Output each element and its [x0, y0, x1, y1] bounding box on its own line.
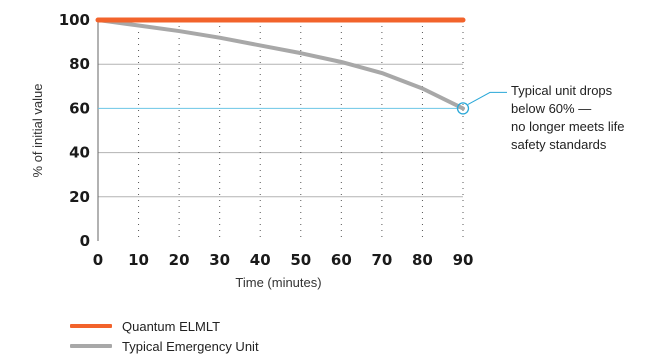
x-tick-30: 30: [209, 251, 230, 269]
annotation-marker: [456, 102, 470, 115]
x-tick-60: 60: [331, 251, 352, 269]
legend-swatch-quantum: [70, 324, 112, 328]
annotation-line-3: safety standards: [511, 137, 607, 152]
annotation-line-0: Typical unit drops: [511, 83, 613, 98]
x-tick-10: 10: [128, 251, 149, 269]
annotation-group: Typical unit drops below 60% — no longer m…: [456, 83, 624, 152]
y-tick-20: 20: [69, 188, 90, 206]
y-axis-label: % of initial value: [30, 84, 45, 178]
x-tick-70: 70: [371, 251, 392, 269]
annotation-line-2: no longer meets life: [511, 119, 624, 134]
x-tick-40: 40: [250, 251, 271, 269]
x-tick-20: 20: [169, 251, 190, 269]
x-tick-90: 90: [453, 251, 474, 269]
x-tick-80: 80: [412, 251, 433, 269]
y-tick-100: 100: [59, 11, 90, 29]
legend: Quantum ELMLT Typical Emergency Unit: [70, 316, 259, 356]
legend-label-quantum: Quantum ELMLT: [122, 318, 221, 334]
y-tick-60: 60: [69, 99, 90, 117]
legend-swatch-typical: [70, 344, 112, 348]
x-axis-label: Time (minutes): [235, 275, 321, 290]
ticks-group: 0 20 40 60 80 100 0 10 20 30 40 50 60 70 80 90: [59, 11, 474, 269]
legend-label-typical: Typical Emergency Unit: [122, 338, 259, 354]
legend-item-quantum: Quantum ELMLT: [70, 316, 259, 336]
x-tick-0: 0: [93, 251, 103, 269]
annotation-leader: [467, 91, 507, 105]
legend-item-typical: Typical Emergency Unit: [70, 336, 259, 356]
annotation-line-1: below 60% —: [511, 101, 591, 116]
grid: [97, 19, 464, 241]
series-line-typical: [96, 18, 465, 111]
y-tick-0: 0: [80, 232, 90, 250]
series-group: [95, 17, 466, 111]
line-chart: 0 20 40 60 80 100 0 10 20 30 40 50 60 70 80 90 Typical …: [30, 11, 624, 290]
y-tick-40: 40: [69, 144, 90, 162]
x-tick-50: 50: [290, 251, 311, 269]
y-tick-80: 80: [69, 55, 90, 73]
